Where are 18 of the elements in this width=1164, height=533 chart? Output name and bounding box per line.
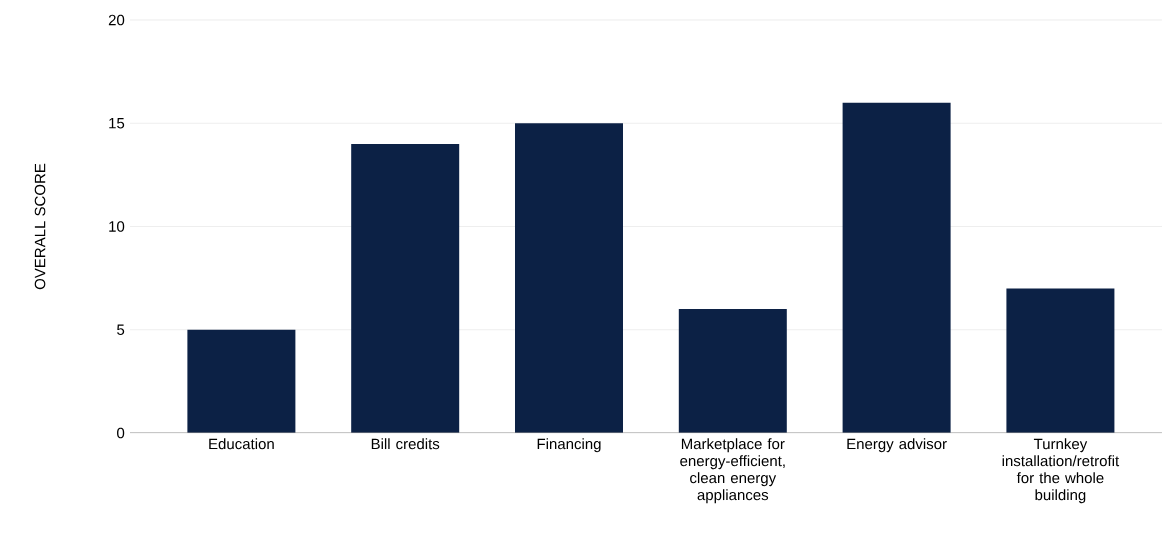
y-tick-label: 0: [117, 427, 125, 439]
bar: [187, 329, 296, 433]
y-tick-label: 5: [117, 324, 125, 335]
y-tick-label: 20: [108, 14, 125, 26]
x-tick-label: Education: [209, 438, 274, 450]
bar: [842, 102, 951, 433]
x-tick-label: Energy advisor: [847, 438, 947, 453]
x-tick-label: Bill credits: [371, 438, 440, 450]
bar: [678, 309, 787, 433]
y-axis-title: OVERALL SCORE: [34, 163, 46, 290]
x-tick-label: Financing: [537, 438, 601, 453]
bar: [1006, 288, 1115, 433]
x-tick-label: Marketplace for energy-efficient, clean energy appliances: [680, 438, 785, 504]
y-tick-label: 10: [109, 221, 125, 232]
bar: [351, 143, 460, 433]
x-tick-label: Turnkey installation/retrofit for the whole building: [1002, 438, 1120, 504]
y-tick-label: 15: [109, 118, 125, 129]
bar: [515, 123, 623, 433]
